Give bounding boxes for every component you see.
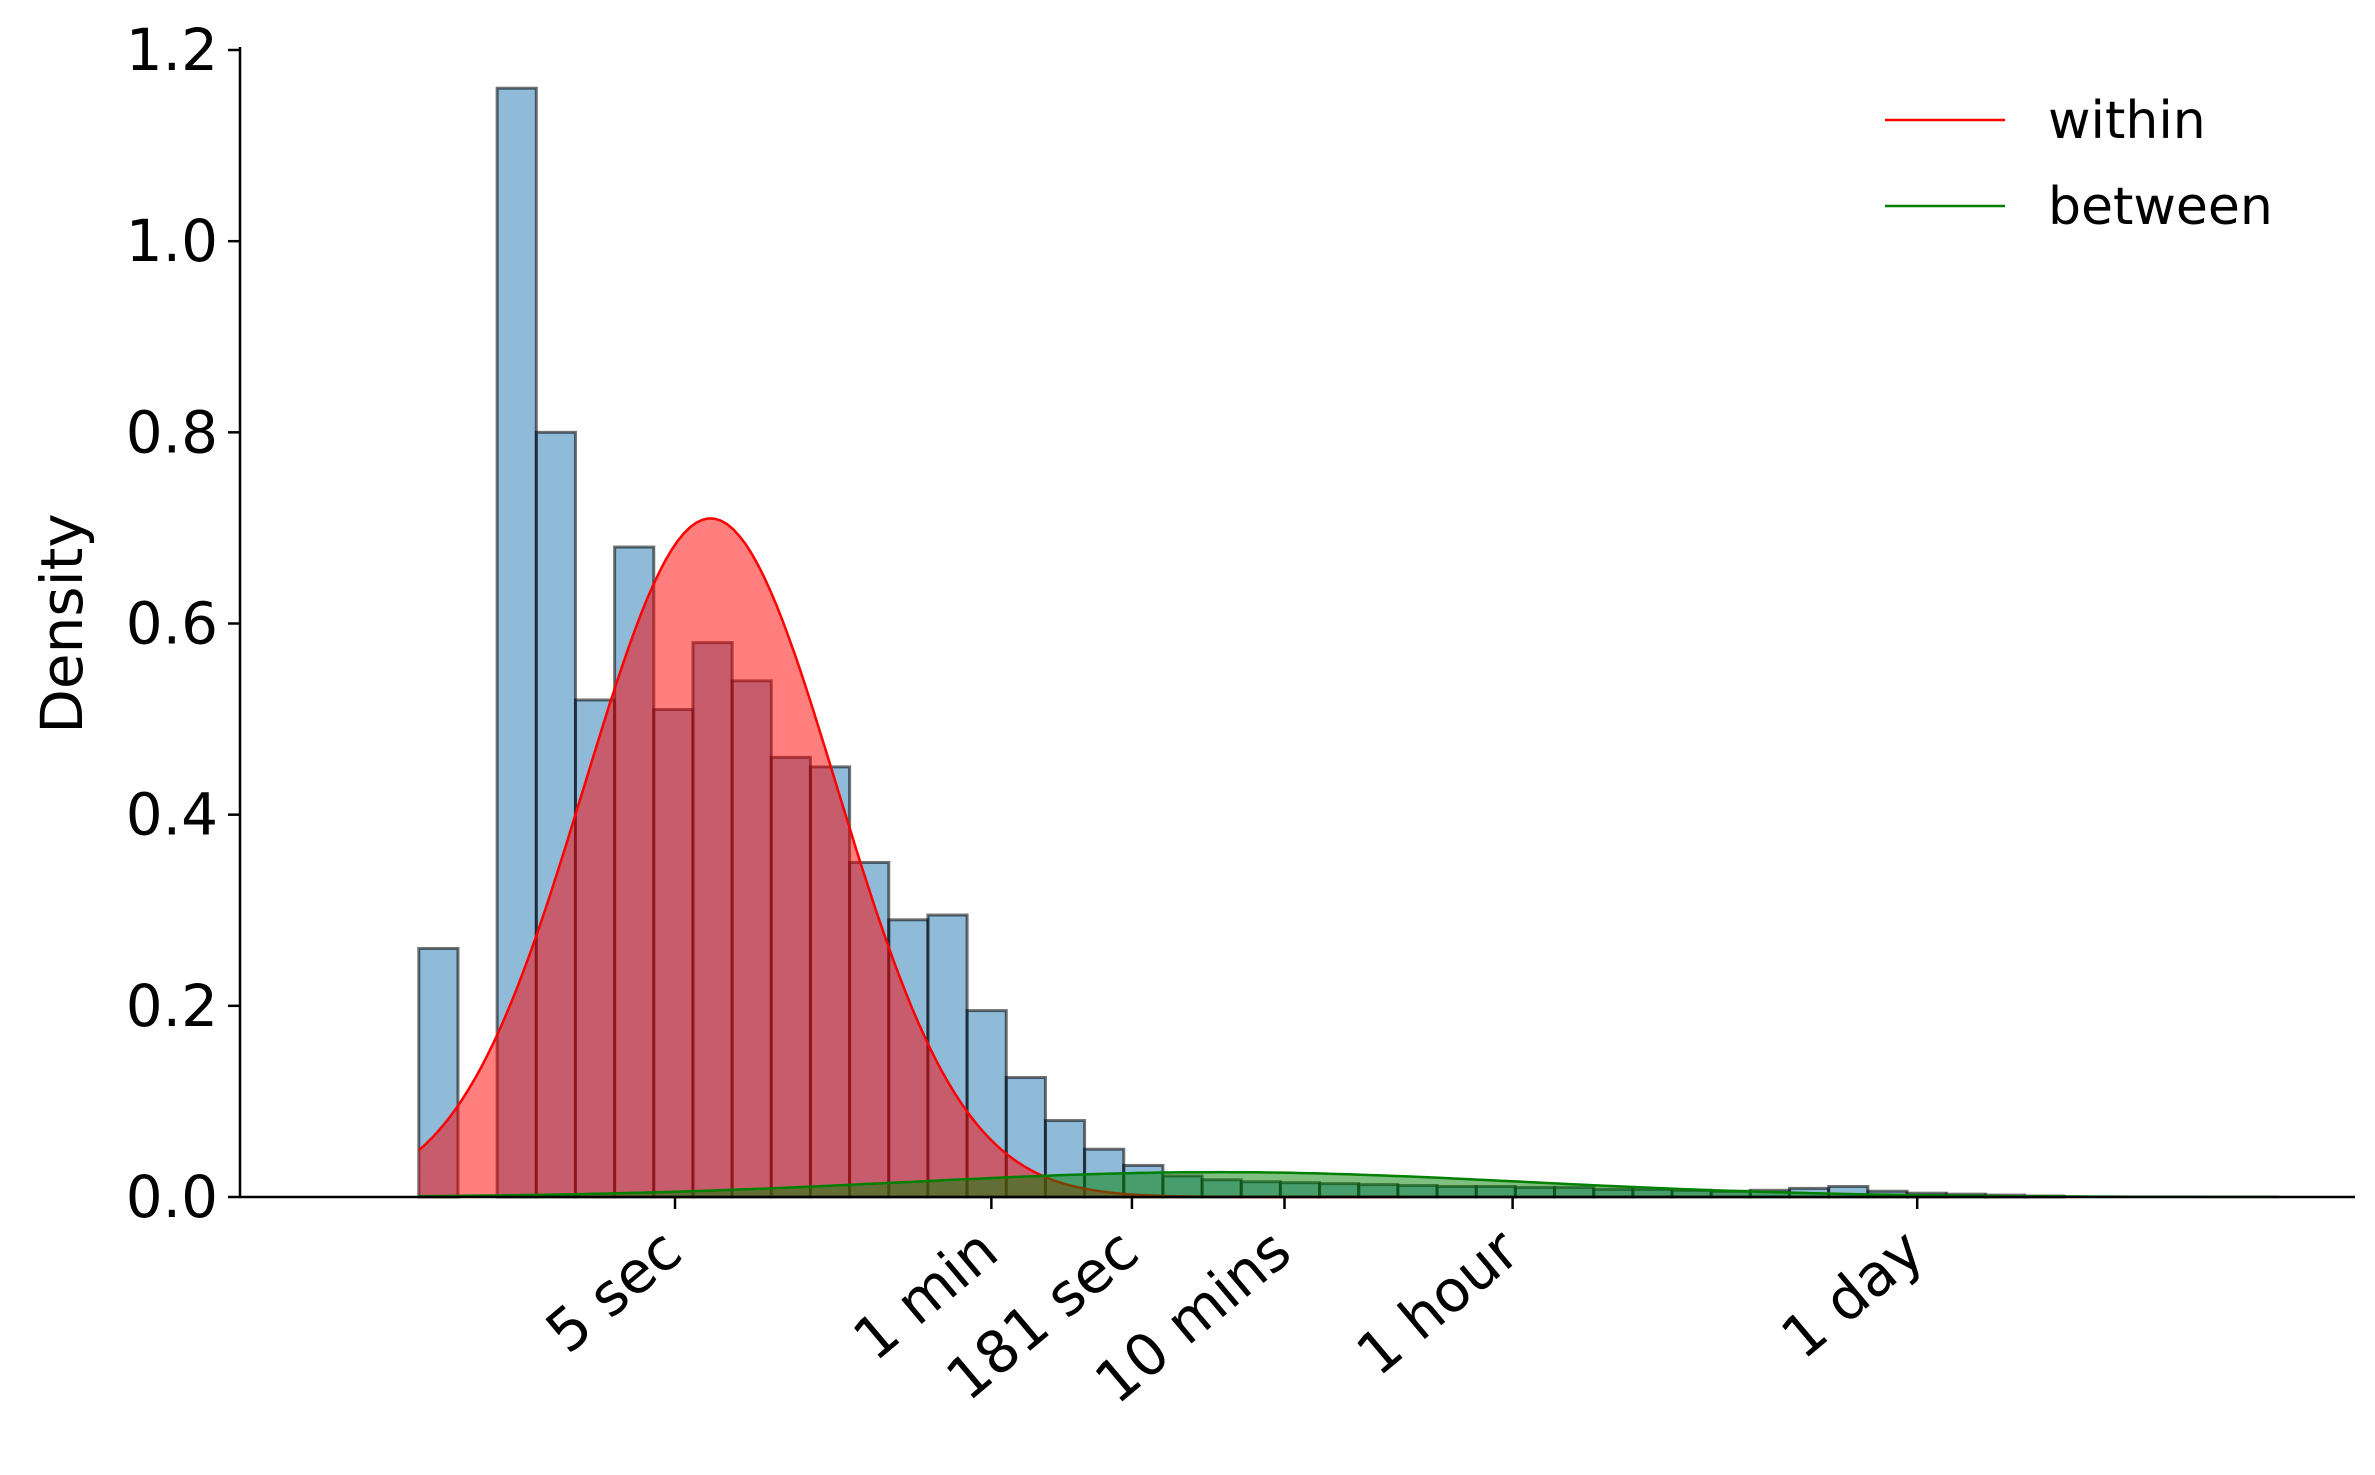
density-fill-between <box>418 1172 2279 1197</box>
y-tick-label: 0.6 <box>126 590 218 658</box>
x-tick-label: 1 day <box>1768 1216 1936 1372</box>
density-curves <box>417 517 2279 1199</box>
y-tick-label: 0.2 <box>126 972 218 1040</box>
y-axis-label: Density <box>28 513 96 734</box>
y-tick-label: 0.8 <box>126 398 218 466</box>
density-line-between <box>418 1170 2279 1199</box>
y-tick-label: 0.0 <box>126 1163 218 1231</box>
y-tick-label: 1.2 <box>126 16 218 84</box>
x-tick-label: 5 sec <box>533 1216 694 1367</box>
legend-label-within: within <box>2048 91 2206 151</box>
legend-label-between: between <box>2048 177 2273 237</box>
density-fill-within <box>418 518 1406 1197</box>
y-tick-label: 1.0 <box>126 207 218 275</box>
y-tick-label: 0.4 <box>126 781 218 849</box>
x-tick-label: 1 hour <box>1344 1216 1532 1389</box>
legend: within between <box>1885 91 2273 237</box>
